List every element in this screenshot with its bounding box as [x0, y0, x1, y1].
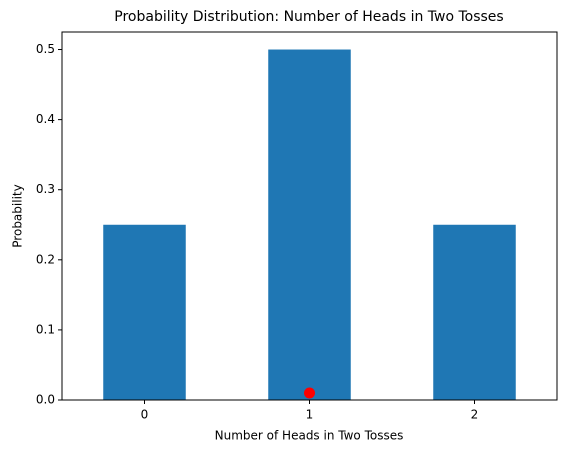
- x-axis-label: Number of Heads in Two Tosses: [215, 429, 404, 443]
- y-tick-label: 0.4: [36, 112, 55, 126]
- y-tick-label: 0.0: [36, 393, 55, 407]
- y-axis-label: Probability: [11, 184, 25, 247]
- y-tick-label: 0.5: [36, 42, 55, 56]
- chart-title: Probability Distribution: Number of Head…: [114, 9, 503, 25]
- bar: [103, 224, 186, 400]
- bar: [433, 224, 516, 400]
- point: [304, 387, 315, 399]
- bar: [268, 49, 351, 401]
- y-tick-label: 0.1: [36, 322, 55, 336]
- y-tick-label: 0.2: [36, 252, 55, 266]
- x-tick-label: 1: [306, 408, 314, 422]
- x-tick-label: 2: [471, 408, 479, 422]
- x-tick-label: 0: [141, 408, 149, 422]
- y-tick-label: 0.3: [36, 182, 55, 196]
